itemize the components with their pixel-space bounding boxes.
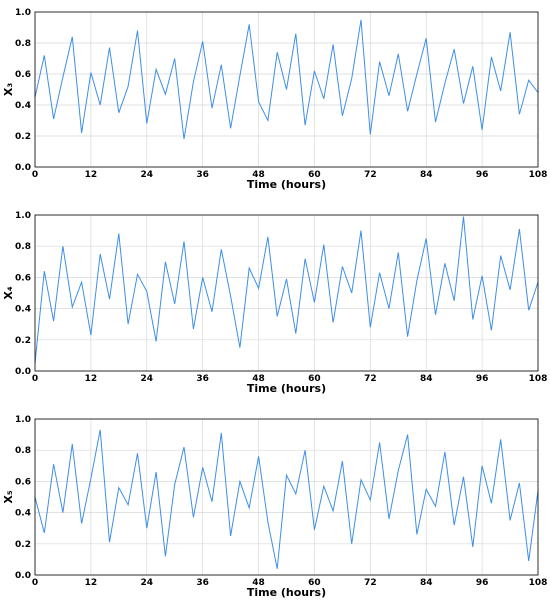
y-tick-label: 0.0 bbox=[15, 163, 31, 173]
x-tick-label: 48 bbox=[252, 170, 265, 180]
y-tick-label: 0.4 bbox=[15, 509, 31, 519]
y-tick-label: 0.8 bbox=[15, 39, 31, 49]
x-tick-label: 60 bbox=[308, 374, 321, 384]
x-tick-label: 36 bbox=[196, 578, 209, 588]
y-tick-label: 0.0 bbox=[15, 367, 31, 377]
x-tick-label: 24 bbox=[141, 374, 154, 384]
y-tick-label: 0.2 bbox=[15, 336, 31, 346]
x-axis-label: Time (hours) bbox=[247, 586, 326, 599]
x-tick-label: 108 bbox=[529, 578, 548, 588]
y-tick-label: 1.0 bbox=[15, 8, 31, 18]
x-tick-label: 72 bbox=[364, 578, 377, 588]
y-tick-label: 0.8 bbox=[15, 242, 31, 252]
x-tick-label: 60 bbox=[308, 578, 321, 588]
x-tick-label: 48 bbox=[252, 374, 265, 384]
x-tick-label: 0 bbox=[32, 170, 38, 180]
x-tick-label: 12 bbox=[85, 578, 98, 588]
x-tick-label: 108 bbox=[529, 170, 548, 180]
x-tick-label: 96 bbox=[476, 578, 489, 588]
x-tick-label: 12 bbox=[85, 170, 98, 180]
y-tick-label: 0.6 bbox=[15, 70, 31, 80]
x-axis-label: Time (hours) bbox=[247, 178, 326, 191]
y-tick-label: 0.2 bbox=[15, 540, 31, 550]
x-tick-label: 60 bbox=[308, 170, 321, 180]
x-tick-label: 72 bbox=[364, 170, 377, 180]
x-tick-label: 96 bbox=[476, 374, 489, 384]
y-tick-label: 1.0 bbox=[15, 415, 31, 425]
y-tick-label: 0.4 bbox=[15, 101, 31, 111]
y-tick-label: 0.6 bbox=[15, 477, 31, 487]
y-tick-label: 0.2 bbox=[15, 132, 31, 142]
x-tick-label: 0 bbox=[32, 374, 38, 384]
y-tick-label: 0.8 bbox=[15, 446, 31, 456]
x-tick-label: 96 bbox=[476, 170, 489, 180]
x-axis-label: Time (hours) bbox=[247, 382, 326, 395]
y-axis-label: X₃ bbox=[2, 83, 15, 96]
y-axis-label: X₅ bbox=[2, 490, 15, 503]
plot-frame bbox=[34, 418, 539, 576]
x-tick-label: 36 bbox=[196, 374, 209, 384]
x-tick-label: 12 bbox=[85, 374, 98, 384]
y-tick-label: 0.0 bbox=[15, 571, 31, 581]
x-tick-label: 24 bbox=[141, 578, 154, 588]
plot-frame bbox=[34, 11, 539, 168]
x-tick-label: 84 bbox=[420, 578, 433, 588]
x-tick-label: 0 bbox=[32, 578, 38, 588]
x-tick-label: 48 bbox=[252, 578, 265, 588]
y-axis-label: X₄ bbox=[2, 286, 15, 299]
data-line bbox=[34, 216, 539, 364]
data-line bbox=[34, 19, 539, 140]
x-tick-label: 84 bbox=[420, 374, 433, 384]
y-tick-label: 1.0 bbox=[15, 211, 31, 221]
x-tick-label: 72 bbox=[364, 374, 377, 384]
x-tick-label: 36 bbox=[196, 170, 209, 180]
x-tick-label: 108 bbox=[529, 374, 548, 384]
y-tick-label: 0.4 bbox=[15, 305, 31, 315]
plot-frame bbox=[34, 214, 539, 372]
data-line bbox=[34, 429, 539, 569]
y-tick-label: 0.6 bbox=[15, 273, 31, 283]
x-tick-label: 24 bbox=[141, 170, 154, 180]
x-tick-label: 84 bbox=[420, 170, 433, 180]
